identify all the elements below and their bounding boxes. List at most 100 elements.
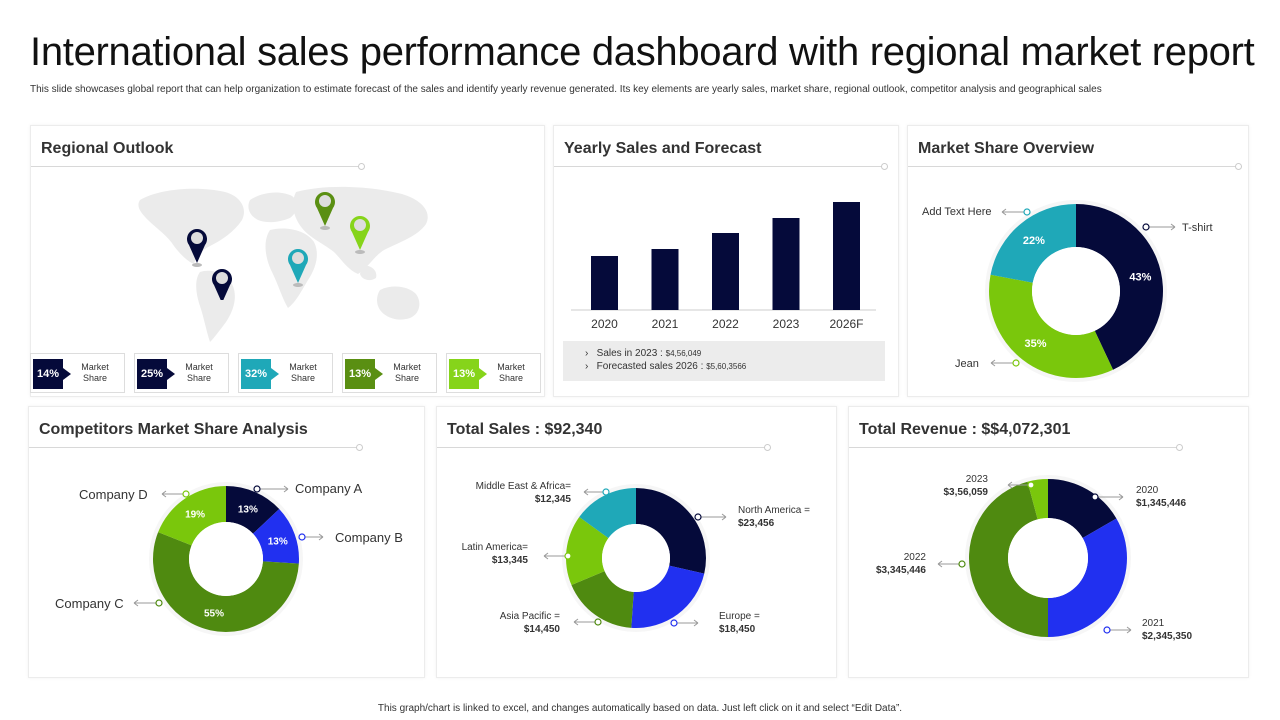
total-revenue-donut: 2020 $1,345,446 2021 $2,345,350 2022 $3,345,4… [876,474,1193,642]
donut-legend-label: $2,345,350 [1142,631,1192,642]
share-label: Market Share [81,362,109,383]
donut-legend-label: $14,450 [524,624,561,635]
donut-legend-label: Latin America= [462,542,529,553]
donut-hole [189,522,263,596]
card-divider [29,444,363,451]
donut-legend-label: Add Text Here [922,206,992,218]
donut-legend-label: $3,56,059 [944,487,989,498]
callout-connector [253,485,289,493]
share-value: 32% [241,359,271,389]
card-divider [437,444,771,451]
donut-legend-label: Asia Pacific = [500,611,560,622]
donut-legend-label: 2022 [904,552,927,563]
callout-connector [694,513,727,521]
donut-slice-label: 43% [1129,272,1151,284]
share-pointer [375,368,383,380]
share-value: 13% [345,359,375,389]
callout-connector [583,488,610,496]
location-pins [187,192,370,300]
yearly-sales-info: › Sales in 2023 : $4,56,049 › Forecasted… [563,341,885,381]
page-title: International sales performance dashboar… [30,30,1255,74]
donut-slice [636,488,706,574]
donut-legend-label: Company B [335,530,403,545]
donut-slice [566,517,609,586]
donut-slice [631,565,705,628]
callout-connector [573,618,602,626]
donut-slice [252,509,300,564]
donut-legend-label: $18,450 [719,624,756,635]
bar-2022 [712,233,739,310]
card-divider [554,163,888,170]
info-row-forecast-2026: › Forecasted sales 2026 : $5,60,3566 [585,361,747,372]
bar-category-label: 2022 [712,317,739,331]
callout-connector [1142,223,1176,231]
donut-slice [1048,518,1127,637]
donut-legend-label: $13,345 [492,555,529,566]
donut-legend-label: 2021 [1142,618,1165,629]
page-subtitle: This slide showcases global report that … [30,84,1102,95]
callout-connector [543,552,572,560]
donut-slice [1048,479,1117,538]
callout-connector [161,490,190,498]
donut-legend-label: $23,456 [738,518,775,529]
donut-legend-label: Middle East & Africa= [476,481,571,492]
donut-legend-label: 2023 [966,474,989,485]
share-label: Market Share [185,362,213,383]
donut-legend-label: 2020 [1136,485,1159,496]
donut-legend-label: Jean [955,358,979,370]
donut-slice [990,204,1076,283]
donut-slice-label: 13% [238,505,258,516]
donut-legend-label: Company C [55,596,124,611]
donut-slice [153,532,299,632]
regional-share-item: 13% Market Share [342,353,437,393]
callout-connector [1103,626,1132,634]
bar-category-label: 2026F [829,317,863,331]
total-sales-donut: North America = $23,456 Europe = $18,450 Asi… [462,481,811,635]
bar-category-label: 2021 [652,317,679,331]
share-pointer [479,368,487,380]
bar-2026F [833,202,860,310]
africa-pin-icon [288,249,308,287]
market-share-donut: 43% 35% 22% T-shirt Jean Add Text Here [922,200,1213,382]
donut-slice-label: 19% [185,510,205,521]
donut-legend-label: Company A [295,481,363,496]
donut-slice [969,481,1048,637]
card-divider [908,163,1242,170]
donut-hole [1008,518,1088,598]
europe-pin-icon [315,192,335,230]
regional-share-item: 25% Market Share [134,353,229,393]
share-pointer [167,368,175,380]
bar-2020 [591,256,618,310]
donut-legend-label: North America = [738,505,810,516]
share-value: 14% [33,359,63,389]
donut-legend-label: $1,345,446 [1136,498,1186,509]
info-row-sales-2023: › Sales in 2023 : $4,56,049 [585,348,702,359]
donut-slice [579,488,636,539]
donut-legend-label: T-shirt [1182,222,1213,234]
donut-slice-label: 55% [204,609,224,620]
donut-slice [158,486,226,546]
share-label: Market Share [497,362,525,383]
donut-slice-label: 35% [1025,338,1047,350]
competitors-donut: 13% 13% 55% 19% Company A Company B Company C C… [55,481,403,636]
share-pointer [271,368,279,380]
bar-2021 [651,249,679,310]
yearly-sales-title: Yearly Sales and Forecast [564,140,762,157]
share-label: Market Share [393,362,421,383]
footer-note: This graph/chart is linked to excel, and… [377,703,903,714]
donut-slice-label: 22% [1023,235,1045,247]
callout-connector [298,533,324,541]
donut-slice [1076,204,1163,370]
callout-connector [1007,481,1035,489]
bar-category-label: 2023 [773,317,800,331]
donut-hole [602,524,670,592]
callout-connector [1001,208,1031,216]
callout-connector [937,560,966,568]
donut-legend-label: $12,345 [535,494,572,505]
bar-category-label: 2020 [591,317,618,331]
callout-connector [670,619,699,627]
share-value: 13% [449,359,479,389]
share-value: 25% [137,359,167,389]
donut-hole [1032,247,1120,335]
market-share-title: Market Share Overview [918,140,1095,157]
